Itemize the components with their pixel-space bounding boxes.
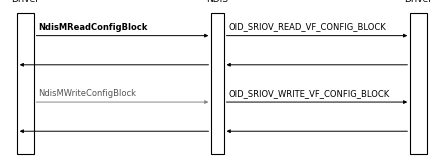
Text: OID_SRIOV_READ_VF_CONFIG_BLOCK: OID_SRIOV_READ_VF_CONFIG_BLOCK — [228, 23, 386, 32]
Text: NdisMReadConfigBlock: NdisMReadConfigBlock — [38, 23, 147, 32]
Bar — [410, 13, 427, 154]
Bar — [211, 13, 224, 154]
Text: NDIS: NDIS — [206, 0, 229, 4]
Text: VF Miniport
Driver: VF Miniport Driver — [0, 0, 51, 4]
Text: NdisMWriteConfigBlock: NdisMWriteConfigBlock — [38, 89, 136, 98]
Text: OID_SRIOV_WRITE_VF_CONFIG_BLOCK: OID_SRIOV_WRITE_VF_CONFIG_BLOCK — [228, 89, 389, 98]
Text: PF Miniport
Driver: PF Miniport Driver — [393, 0, 442, 4]
Bar — [17, 13, 34, 154]
